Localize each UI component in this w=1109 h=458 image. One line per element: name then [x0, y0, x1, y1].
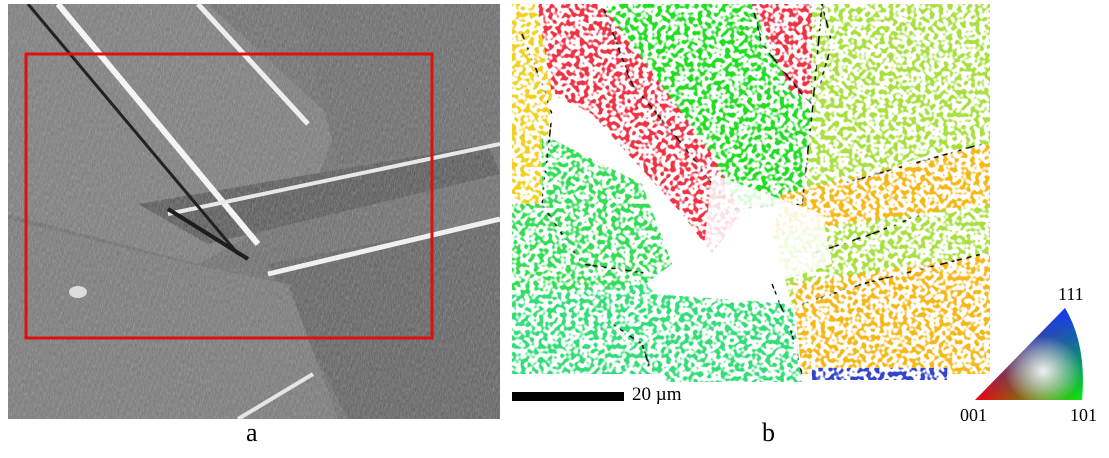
scale-bar-label: 20 µm	[632, 384, 682, 405]
roi-box	[24, 52, 434, 340]
panel-a-label: a	[246, 418, 258, 447]
key-label-101: 101	[1070, 405, 1097, 425]
panel-b-label: b	[762, 418, 775, 447]
micrograph-panel-a	[8, 4, 500, 419]
scale-bar	[512, 392, 624, 401]
key-label-001: 001	[960, 405, 987, 425]
micrograph-image	[8, 4, 500, 419]
orientation-map-panel-b	[512, 4, 990, 382]
orientation-color-key	[975, 305, 1085, 405]
key-label-111: 111	[1058, 284, 1084, 304]
color-key-triangle	[975, 308, 1083, 400]
orientation-map-image	[512, 4, 990, 382]
